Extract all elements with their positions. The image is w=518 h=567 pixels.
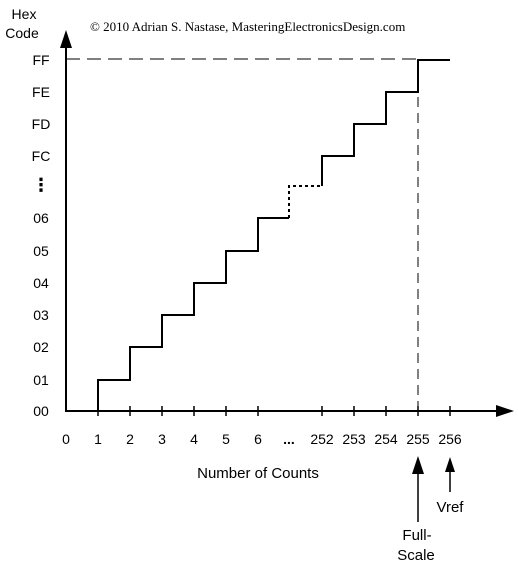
y-axis-tick-label: 06 [33, 210, 49, 226]
x-axis-tick-label: 0 [62, 431, 70, 447]
staircase-lower-steps [97, 217, 289, 411]
x-axis-tick-ellipsis: ... [283, 431, 295, 447]
x-axis-tick-label: 3 [158, 431, 166, 447]
y-axis-tick-label: FE [32, 84, 50, 100]
x-axis-title: Number of Counts [197, 465, 319, 482]
x-axis-tick-label: 2 [126, 431, 134, 447]
x-axis-tick-label: 253 [342, 431, 366, 447]
y-axis-tick-label: FD [32, 116, 51, 132]
y-axis-tick-label: FC [32, 148, 51, 164]
x-axis-tick-label: 6 [254, 431, 262, 447]
y-axis-tick-label: 02 [33, 339, 49, 355]
copyright-text: © 2010 Adrian S. Nastase, MasteringElect… [90, 19, 405, 34]
staircase-upper-steps [321, 59, 450, 186]
vref-arrowhead [445, 457, 455, 472]
y-axis-tick-label: 05 [33, 243, 49, 259]
x-axis-tick-labels: 0 1 2 3 4 5 6... 252 253 254 255 256 [62, 431, 462, 447]
x-axis-tick-label: 252 [310, 431, 334, 447]
y-axis-tick-label: 01 [33, 372, 49, 388]
x-axis-tick-label: 5 [222, 431, 230, 447]
y-axis-tick-labels: 00 01 02 03 04 05 06 ⋮ FC FD FE FF [32, 52, 51, 419]
y-axis-title-line2: Code [5, 25, 39, 41]
vref-label: Vref [437, 499, 465, 516]
x-axis-tick-label: 255 [406, 431, 430, 447]
x-axis-tick-label: 1 [94, 431, 102, 447]
x-axis-tick-label: 4 [190, 431, 198, 447]
y-axis-arrowhead [60, 30, 72, 48]
y-axis-tick-label: 00 [33, 403, 49, 419]
full-scale-label-line1: Full- [402, 527, 431, 544]
y-axis-tick-ellipsis: ⋮ [32, 175, 50, 195]
full-scale-label-line2: Scale [397, 547, 435, 564]
staircase-gap-dotted [288, 185, 322, 218]
x-axis-tick-label: 254 [374, 431, 398, 447]
y-axis-tick-label: FF [32, 52, 49, 68]
y-axis-title-line1: Hex [12, 6, 37, 22]
y-axis-tick-label: 03 [33, 307, 49, 323]
x-axis-arrowhead [496, 405, 514, 417]
full-scale-arrowhead [412, 456, 424, 474]
x-axis-tick-label: 256 [438, 431, 462, 447]
y-axis-tick-label: 04 [33, 275, 49, 291]
